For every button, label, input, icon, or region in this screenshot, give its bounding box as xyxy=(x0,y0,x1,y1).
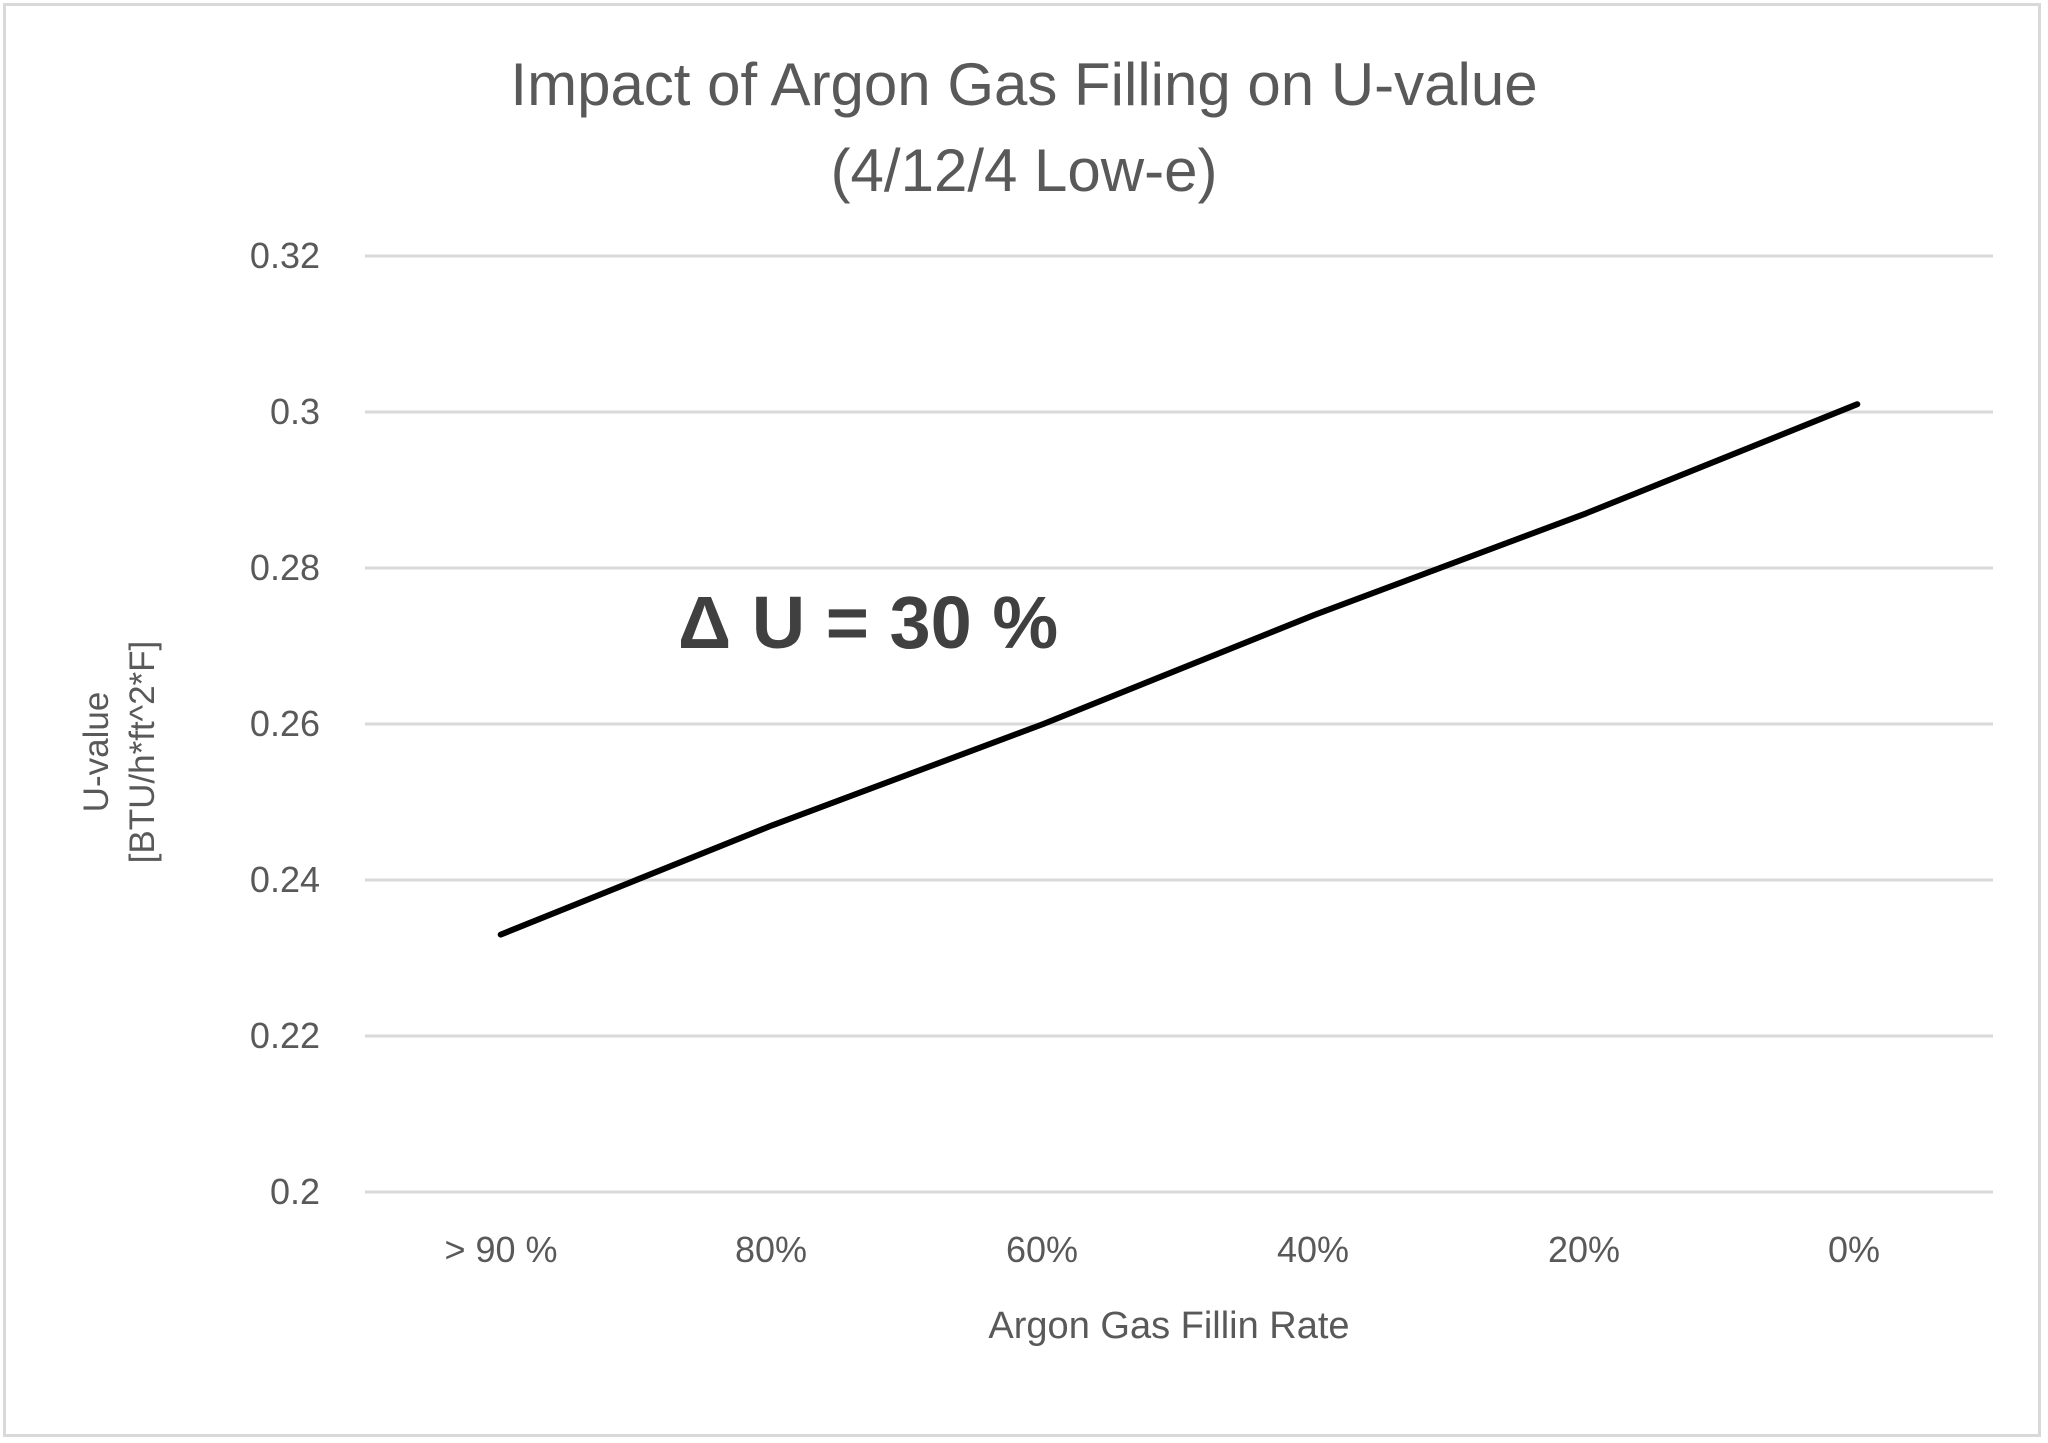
y-tick-label: 0.32 xyxy=(249,235,320,276)
chart-title: Impact of Argon Gas Filling on U-value xyxy=(510,51,1538,118)
chart-frame xyxy=(3,3,2041,1437)
delta-u-annotation: Δ U = 30 % xyxy=(678,581,1059,664)
x-tick-label: 60% xyxy=(1005,1229,1079,1270)
y-tick-label: 0.28 xyxy=(249,547,320,588)
x-tick-label: 20% xyxy=(1547,1229,1621,1270)
y-tick-label: 0.2 xyxy=(269,1171,320,1212)
gridlines xyxy=(365,254,1993,1194)
x-axis-title: Argon Gas Fillin Rate xyxy=(988,1305,1350,1347)
y-axis-title: U-value [BTU/h*ft^2*F] xyxy=(74,452,166,1052)
x-tick-label: 80% xyxy=(734,1229,808,1270)
x-tick-label: 40% xyxy=(1276,1229,1350,1270)
x-tick-label: 0% xyxy=(1827,1229,1881,1270)
y-axis-title-units: [BTU/h*ft^2*F] xyxy=(123,640,162,864)
y-tick-label: 0.3 xyxy=(269,391,320,432)
y-axis-title-line1: U-value xyxy=(77,691,116,813)
y-tick-label: 0.22 xyxy=(249,1015,320,1056)
x-tick-label: > 90 % xyxy=(444,1229,558,1270)
y-tick-label: 0.26 xyxy=(249,703,320,744)
y-tick-label: 0.24 xyxy=(249,859,320,900)
chart-subtitle: (4/12/4 Low-e) xyxy=(830,137,1218,204)
u-value-line xyxy=(497,401,1861,938)
